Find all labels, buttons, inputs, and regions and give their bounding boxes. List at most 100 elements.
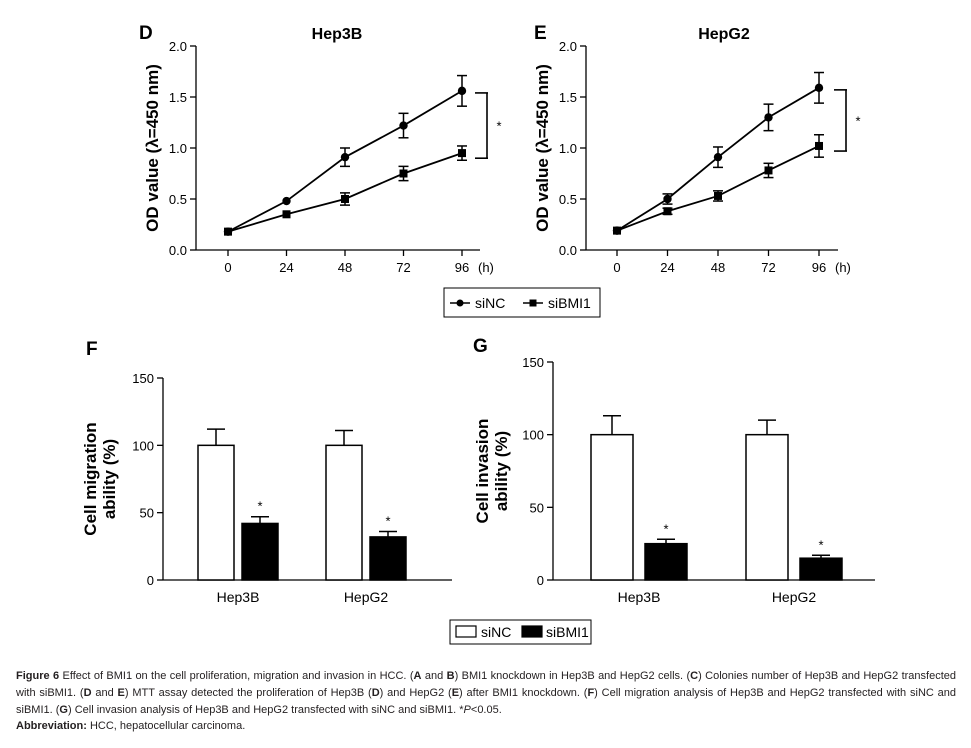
y-tick-label: 1.0 xyxy=(169,141,187,156)
data-point-sibmi1 xyxy=(663,207,672,216)
caption-text: ) MTT assay detected the proliferation o… xyxy=(124,687,372,699)
data-point-sinc xyxy=(282,196,291,206)
caption-text: ) BMI1 knockdown in Hep3B and HepG2 cell… xyxy=(454,670,691,682)
caption-text: <0.05. xyxy=(470,704,502,716)
y-tick-label: 1.5 xyxy=(169,90,187,105)
y-axis-label: ability (%) xyxy=(492,431,511,511)
y-tick-label: 1.5 xyxy=(559,90,577,105)
bar-sibmi1-hep3b xyxy=(241,522,279,581)
data-point-sinc xyxy=(399,121,408,130)
caption-text: ) Cell migration analysis of Hep3B and H… xyxy=(16,687,957,716)
x-category-label: Hep3B xyxy=(217,589,260,605)
x-tick-label: 96 xyxy=(812,260,826,275)
caption-text: Effect of BMI1 on the cell proliferation… xyxy=(62,670,414,682)
significance-marker: * xyxy=(496,119,501,134)
y-tick-label: 100 xyxy=(132,438,154,453)
data-point-sinc xyxy=(764,113,773,122)
y-tick-label: 0.5 xyxy=(559,192,577,207)
caption-panel-ref: D xyxy=(83,687,92,699)
data-point-sinc xyxy=(713,152,723,162)
bar-legend: siNC siBMI1 xyxy=(449,619,592,645)
caption-text: ) Cell invasion analysis of Hep3B and He… xyxy=(67,704,464,716)
legend-circle-marker xyxy=(456,299,464,307)
y-tick-label: 2.0 xyxy=(559,39,577,54)
data-point-sinc xyxy=(457,86,467,96)
significance-marker: * xyxy=(818,537,823,552)
x-tick-label: 24 xyxy=(279,260,293,275)
panel-label-e: E xyxy=(534,23,547,44)
significance-marker: * xyxy=(257,499,262,514)
caption-figure-label: Figure 6 xyxy=(16,670,60,682)
panel-label-g: G xyxy=(473,336,488,357)
x-tick-label: 96 xyxy=(455,260,469,275)
caption-text: and xyxy=(91,687,118,699)
data-point-sibmi1 xyxy=(224,227,232,236)
caption-text: ) Colonies number of Hep3B and HepG2 tra… xyxy=(16,670,956,699)
panel-label-d: D xyxy=(139,23,153,44)
data-point-sinc xyxy=(663,194,672,204)
y-axis-label: OD value (λ=450 nm) xyxy=(143,64,162,232)
x-axis-unit-label: (h) xyxy=(478,260,494,275)
x-tick-label: 48 xyxy=(711,260,725,275)
bar-sinc-hepg2 xyxy=(745,433,789,581)
bar-sinc-hepg2 xyxy=(325,444,363,581)
data-point-sibmi1 xyxy=(282,210,291,219)
abbreviation-label: Abbreviation: xyxy=(16,720,87,732)
y-axis-label: Cell invasion xyxy=(473,419,492,524)
caption-panel-ref: A xyxy=(413,670,422,682)
data-point-sibmi1 xyxy=(458,149,466,158)
significance-marker: * xyxy=(663,521,668,536)
caption-p-value: P xyxy=(463,704,471,716)
caption-text: and xyxy=(421,670,447,682)
x-tick-label: 24 xyxy=(660,260,674,275)
x-axis-unit-label: (h) xyxy=(835,260,851,275)
y-tick-label: 0 xyxy=(537,573,544,588)
x-category-label: Hep3B xyxy=(618,589,661,605)
figure-abbreviation: Abbreviation: HCC, hepatocellular carcin… xyxy=(16,720,245,732)
y-tick-label: 0.0 xyxy=(169,243,187,258)
significance-marker: * xyxy=(385,514,390,529)
caption-panel-ref: B xyxy=(446,670,455,682)
legend-black-swatch xyxy=(521,625,543,638)
y-axis-label: Cell migration xyxy=(81,422,100,535)
legend-line-label-sinc: siNC xyxy=(475,295,505,311)
caption-panel-ref: E xyxy=(117,687,125,699)
legend-line-label-sibmi1: siBMI1 xyxy=(548,295,591,311)
abbreviation-text: HCC, hepatocellular carcinoma. xyxy=(86,720,246,732)
bar-chart-migration: 0 50 100 150 Cell migration ability (%) Hep3B *… xyxy=(81,371,452,605)
data-point-sinc xyxy=(814,83,824,93)
bar-sinc-hep3b xyxy=(590,433,634,581)
y-axis-label: ability (%) xyxy=(100,439,119,519)
data-point-sibmi1 xyxy=(714,191,722,200)
y-tick-label: 0.5 xyxy=(169,192,187,207)
legend-bar-label-sinc: siNC xyxy=(481,624,511,640)
caption-panel-ref: D xyxy=(371,687,380,699)
y-tick-label: 150 xyxy=(522,355,544,370)
caption-panel-ref: F xyxy=(587,687,595,699)
line-chart-hepg2: HepG2 0.0 0.5 1.0 1.5 2.0 0 24 48 72 96 (h) OD value… xyxy=(533,26,861,275)
data-point-sibmi1 xyxy=(341,195,349,203)
figure-caption: Figure 6 Effect of BMI1 on the cell prol… xyxy=(16,668,956,719)
y-tick-label: 0.0 xyxy=(559,243,577,258)
bar-sibmi1-hep3b xyxy=(644,542,688,581)
bar-chart-invasion: 0 50 100 150 Cell invasion ability (%) Hep3B * H… xyxy=(473,355,875,605)
y-tick-label: 150 xyxy=(132,371,154,386)
data-point-sibmi1 xyxy=(764,166,773,175)
x-tick-label: 0 xyxy=(613,260,620,275)
chart-title: HepG2 xyxy=(698,26,750,43)
y-tick-label: 0 xyxy=(147,573,154,588)
data-point-sibmi1 xyxy=(815,141,823,150)
caption-panel-ref: G xyxy=(59,704,68,716)
significance-marker: * xyxy=(855,113,860,128)
x-category-label: HepG2 xyxy=(772,589,817,605)
data-point-sibmi1 xyxy=(399,169,408,178)
caption-text: ) after BMI1 knockdown. ( xyxy=(459,687,588,699)
bar-sinc-hep3b xyxy=(197,444,235,581)
chart-title: Hep3B xyxy=(312,26,363,43)
x-category-label: HepG2 xyxy=(344,589,389,605)
y-axis-label: OD value (λ=450 nm) xyxy=(533,64,552,232)
data-point-sinc xyxy=(340,152,350,162)
caption-panel-ref: E xyxy=(451,687,460,699)
line-legend: siNC siBMI1 xyxy=(443,287,601,318)
caption-text: ) and HepG2 ( xyxy=(379,687,452,699)
